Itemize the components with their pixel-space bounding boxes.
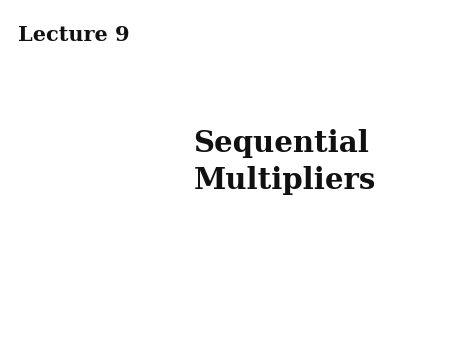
Text: Lecture 9: Lecture 9 — [18, 25, 130, 46]
Text: Sequential
Multipliers: Sequential Multipliers — [194, 129, 376, 195]
